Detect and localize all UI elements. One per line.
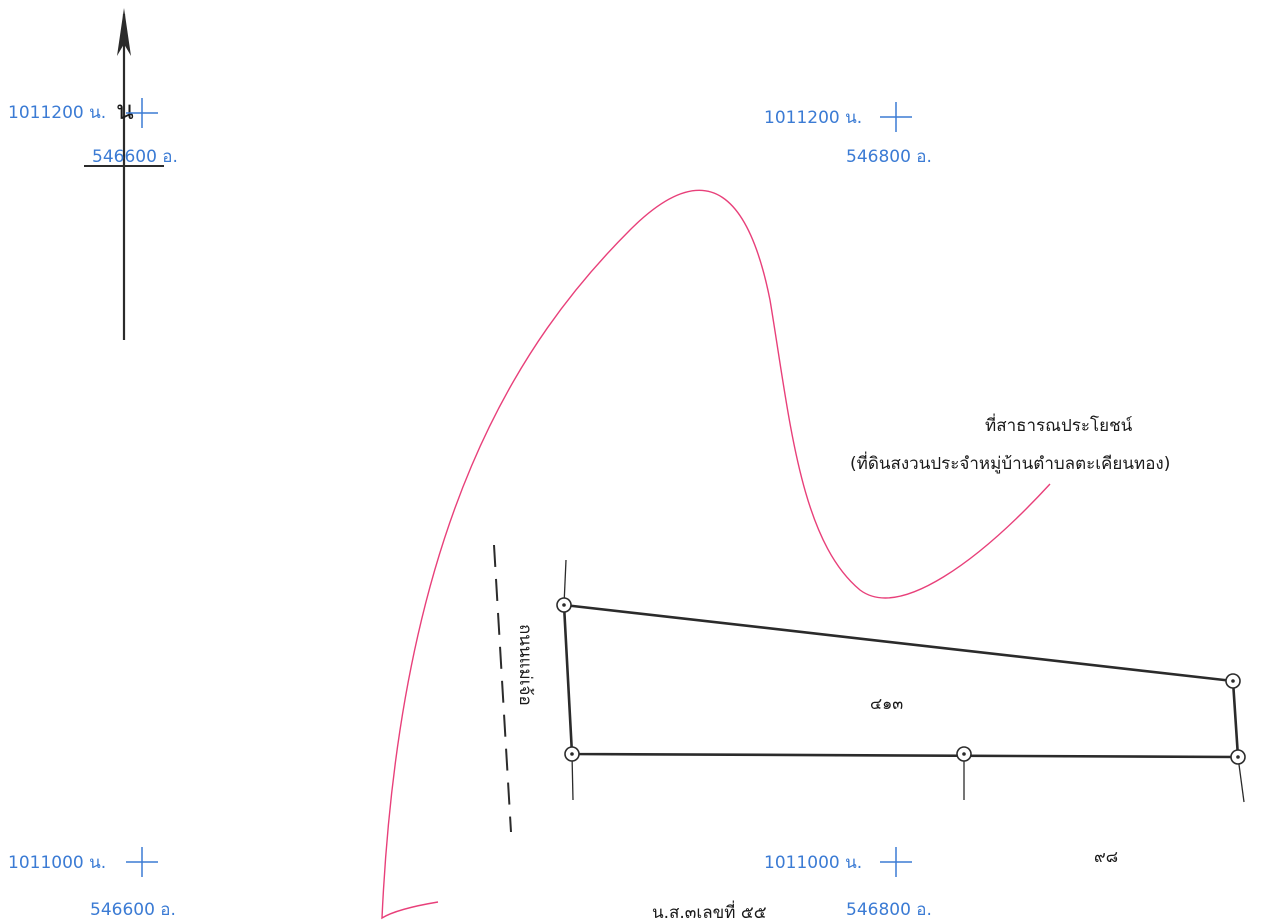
boundary-marker xyxy=(1230,749,1246,765)
road-label: ถนนแม่เจ้อ xyxy=(515,624,535,706)
north-arrow: น xyxy=(84,8,164,340)
grid-east-label: 546800 อ. xyxy=(846,147,932,167)
grid-north-label: 1011000 น. xyxy=(8,853,106,873)
neighbor-parcel-number: ๙๘ xyxy=(1094,847,1118,866)
grid-north-label: 1011200 น. xyxy=(764,108,862,128)
boundary-marker xyxy=(556,597,572,613)
grid-north-label: 1011200 น. xyxy=(8,103,106,123)
parcel-boundary xyxy=(562,559,1245,803)
grid-north-label: 1011000 น. xyxy=(764,853,862,873)
grid-east-label: 546600 อ. xyxy=(90,900,176,920)
grid-east-label: 546800 อ. xyxy=(846,900,932,920)
boundary-marker xyxy=(956,746,972,762)
boundary-marker xyxy=(564,746,580,762)
grid-east-label: 546600 อ. xyxy=(92,147,178,167)
grid-tick-bottom-left: 1011000 น. 546600 อ. xyxy=(8,847,176,920)
grid-tick-top-left: 1011200 น. 546600 อ. xyxy=(8,98,178,167)
boundary-marker xyxy=(1225,673,1241,689)
arrowhead-icon xyxy=(117,8,131,56)
grid-tick-bottom-right: 1011000 น. 546800 อ. xyxy=(764,847,932,920)
public-land-subtitle: (ที่ดินสงวนประจำหมู่บ้านตำบลตะเคียนทอง) xyxy=(850,451,1170,474)
document-label: น.ส.๓เลขที่ ๕๕ xyxy=(652,900,767,922)
annotation-curve xyxy=(381,189,1051,920)
public-land-title: ที่สาธารณประโยชน์ xyxy=(985,413,1133,436)
grid-tick-top-right: 1011200 น. 546800 อ. xyxy=(764,102,932,167)
north-label: น xyxy=(116,96,134,126)
road-line xyxy=(493,544,512,833)
parcel-number: ๔๑๓ xyxy=(870,694,903,713)
